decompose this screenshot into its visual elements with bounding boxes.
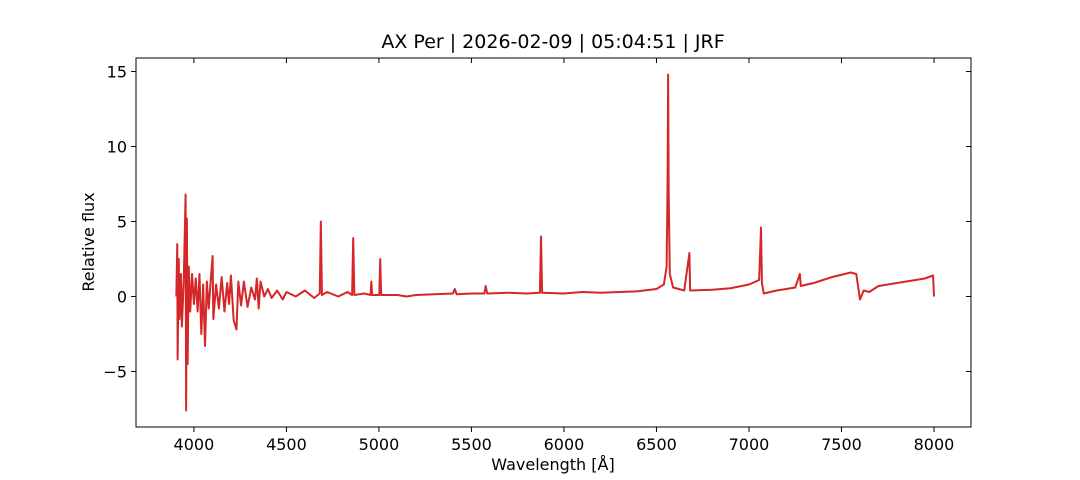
x-axis-label: Wavelength [Å] [491,455,614,474]
x-tick-label: 4000 [174,435,215,454]
x-tick-label: 4500 [266,435,307,454]
y-axis-label: Relative flux [79,192,98,291]
x-tick-label: 5500 [451,435,492,454]
x-tick-label: 6500 [636,435,677,454]
plot-frame [135,57,972,428]
y-tick-label: 5 [117,213,127,232]
y-tick-label: 0 [117,288,127,307]
y-tick-label: −5 [103,363,127,382]
x-tick-label: 7000 [729,435,770,454]
chart-title: AX Per | 2026-02-09 | 05:04:51 | JRF [381,31,724,53]
spectrum-line [175,73,935,412]
y-tick-label: 15 [107,63,127,82]
x-tick-label: 8000 [914,435,955,454]
y-tick-label: 10 [107,138,127,157]
x-tick-label: 7500 [821,435,862,454]
x-tick-label: 5000 [359,435,400,454]
x-tick-label: 6000 [544,435,585,454]
